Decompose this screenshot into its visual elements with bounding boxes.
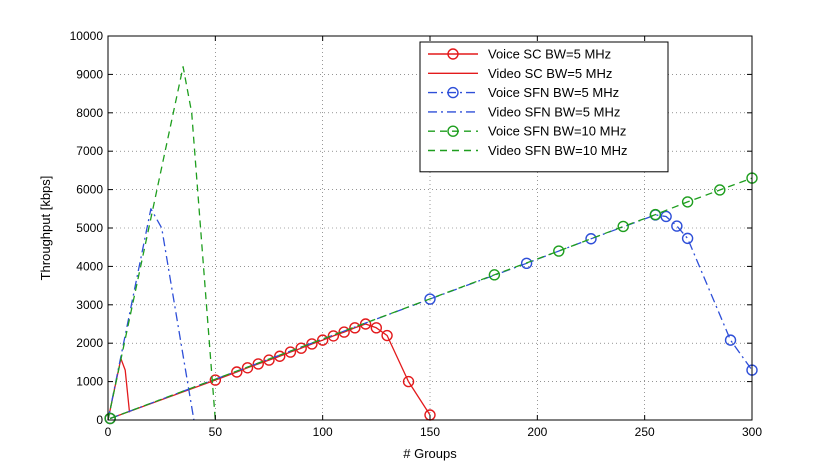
data-point [306,338,318,350]
series-line [109,214,753,420]
x-tick-label: 100 [313,425,333,439]
y-tick-label: 5000 [76,221,103,235]
data-point [402,375,415,388]
legend-label: Video SFN BW=10 MHz [488,143,628,158]
y-tick-label: 6000 [76,183,103,197]
x-tick-label: 50 [209,425,223,439]
data-point [381,329,393,342]
data-point [553,245,565,257]
legend-swatch-marker [447,125,459,137]
data-point [104,412,116,425]
legend-swatch-marker [447,48,459,60]
legend-swatch-marker [447,86,459,99]
series-2 [107,357,131,421]
data-point [327,330,340,342]
y-tick-label: 8000 [76,106,103,120]
y-tick-label: 9000 [76,67,103,81]
data-point [295,342,307,354]
y-tick-label: 2000 [76,336,103,350]
data-point [660,210,672,223]
data-point [274,350,286,362]
legend-label: Voice SFN BW=5 MHz [488,85,619,100]
data-point [671,220,683,232]
y-axis-label: Throughput [kbps] [38,176,53,281]
series-line [107,357,131,421]
data-point [284,346,297,358]
x-tick-label: 300 [742,425,762,439]
legend-label: Video SC BW=5 MHz [488,66,612,81]
data-point [585,233,597,245]
data-point [338,326,350,338]
data-point [681,196,694,208]
legend: Voice SC BW=5 MHz Video SC BW=5 MHz Voice … [419,41,669,173]
data-point [488,269,501,281]
x-tick-label: 150 [420,425,440,439]
y-tick-label: 0 [96,413,103,427]
series-layer [104,66,758,425]
data-point [241,362,254,374]
x-tick-label: 0 [105,425,112,439]
legend-box [419,41,669,173]
y-tick-label: 3000 [76,298,103,312]
x-axis-label: # Groups [403,446,457,461]
data-point [349,322,361,334]
data-point [252,358,264,370]
data-point [424,293,436,305]
data-point [681,232,694,245]
data-point [231,366,243,378]
axis-ticks: 0 50 100 150 200 250 3000100020003000400050006… [70,29,763,439]
series-line [107,66,216,421]
legend-label: Voice SC BW=5 MHz [488,47,611,62]
data-point [263,354,275,366]
series-6 [107,66,216,421]
data-point [359,318,372,330]
series-line [109,177,753,420]
y-tick-label: 10000 [70,29,104,43]
data-point [649,208,662,221]
y-tick-label: 1000 [76,375,103,389]
legend-label: Video SFN BW=5 MHz [488,104,620,119]
data-point [370,322,383,334]
x-tick-label: 250 [635,425,655,439]
y-tick-label: 4000 [76,259,103,273]
x-tick-label: 200 [527,425,547,439]
data-point [714,184,726,196]
y-tick-label: 7000 [76,144,103,158]
data-point [617,220,629,233]
data-point [209,374,222,386]
data-point [520,257,533,270]
data-point [316,334,329,346]
data-point [724,334,737,346]
legend-label: Voice SFN BW=10 MHz [488,124,626,139]
